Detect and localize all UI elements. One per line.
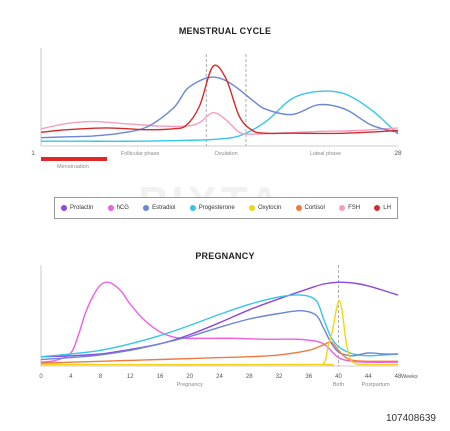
x-tick-label: 40 [335,374,342,380]
legend-dot-icon [189,205,196,211]
legend-label: hCG [116,205,129,211]
legend-label: Cortisol [304,205,325,211]
legend-item-cortisol: Cortisol [295,205,325,211]
legend-label: Estradiol [152,205,176,211]
x-tick-label: 32 [276,374,283,380]
series-line-cortisol [40,341,399,364]
legend-label: FSH [348,205,361,211]
x-tick-label: 4 [69,374,73,380]
x-tick-label: 20 [186,374,193,380]
menstrual-cycle-title: MENSTRUAL CYCLE [178,26,272,36]
x-axis-unit-label: Weeks [401,374,418,380]
legend-item-oxytocin: Oxytocin [248,205,282,211]
legend-dot-icon [107,205,114,211]
legend-dot-icon [143,205,150,211]
x-tick-label: 44 [365,374,372,380]
legend-dot-icon [248,205,255,211]
series-line-estradiol [40,309,399,361]
series-line-hcg [40,281,399,363]
x-tick-label: 36 [305,374,312,380]
x-tick-label: 28 [394,150,402,157]
phase-label: Follicular phase [121,151,160,157]
x-tick-label: 8 [99,374,103,380]
legend-dot-icon [374,205,381,211]
legend-dot-icon [295,205,302,211]
legend-item-fsh: FSH [339,205,360,211]
legend-item-progesterone: Progesterone [189,205,235,211]
region-label: Birth [333,382,344,388]
legend-label: Oxytocin [257,205,282,211]
x-tick-label: 48 [395,374,402,380]
legend-item-lh: LH [374,205,391,211]
x-tick-label: 0 [39,374,43,380]
legend: Prolactin hCG Estradiol Progesterone Oxy… [54,197,398,219]
legend-label: Prolactin [70,205,94,211]
phase-label: Luteal phase [310,151,342,157]
legend-item-prolactin: Prolactin [61,205,93,211]
series-line-estradiol [40,76,399,139]
pregnancy-title: PREGNANCY [195,251,255,261]
legend-item-estradiol: Estradiol [143,205,175,211]
region-label: Postpartum [362,382,391,388]
legend-label: Progesterone [198,205,235,211]
series-line-oxytocin [40,299,399,366]
x-tick-label: 24 [216,374,223,380]
menstruation-label: Menstruation [57,164,89,170]
series-line-fsh [40,111,399,135]
x-tick-label: 28 [246,374,253,380]
legend-dot-icon [61,205,67,211]
x-tick-label: 16 [157,374,164,380]
x-tick-label: 1 [31,150,35,157]
phase-label: Ovulation [214,151,237,157]
region-label: Pregnancy [177,382,204,388]
series-line-progesterone [40,294,399,358]
legend-item-hcg: hCG [107,205,129,211]
series-line-lh [40,64,399,135]
stock-id: 107408639 [385,413,436,424]
x-tick-label: 12 [127,374,134,380]
series-line-prolactin [40,281,399,358]
menstruation-bar [41,157,108,161]
legend-dot-icon [339,205,346,211]
legend-label: LH [383,205,391,211]
